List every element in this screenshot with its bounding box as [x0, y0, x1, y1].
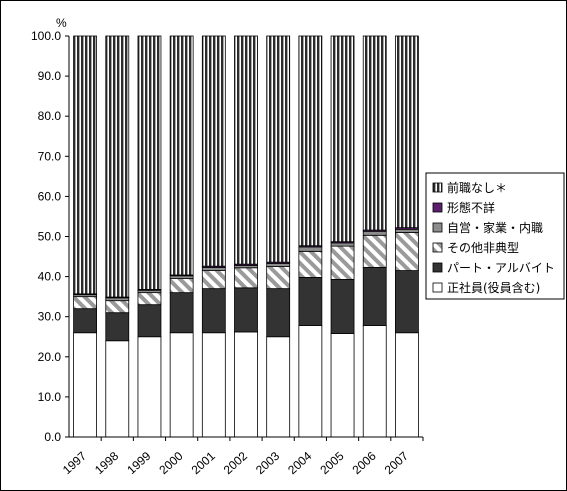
- bar-segment-2004-2: [298, 250, 323, 278]
- legend-label: 正社員(役員含む): [447, 280, 540, 295]
- bar-segment-1997-0: [73, 332, 97, 438]
- bar-segment-2006-3: [362, 230, 387, 236]
- bar-segment-2000-3: [169, 275, 194, 280]
- bar-segment-1999-0: [137, 336, 162, 438]
- bar-segment-2006-0: [362, 325, 387, 438]
- x-tick-label: 2006: [350, 449, 379, 477]
- bar-segment-2005-1: [330, 279, 355, 334]
- bar-segment-2006-2: [362, 234, 387, 268]
- y-axis: % 0.0 10.0 20.0 30.0 40.0 50.0 60.0 70.0 80.0 90.0…: [31, 16, 70, 444]
- bar-segment-2004-5: [298, 35, 323, 247]
- y-tick-label: 40.0: [38, 270, 62, 284]
- bar-segment-2003-0: [266, 336, 291, 438]
- bar-segment-2001-3: [201, 266, 226, 271]
- x-tick-label: 2001: [189, 449, 218, 477]
- bar-segment-2000-1: [169, 292, 194, 334]
- y-tick-label: 30.0: [38, 310, 62, 324]
- bar-segment-2007-3: [395, 228, 419, 233]
- bar-segment-2002-5: [234, 35, 258, 265]
- y-axis-unit: %: [56, 16, 67, 30]
- bar-segment-2001-0: [201, 332, 226, 438]
- y-tick-label: 100.0: [31, 29, 61, 43]
- y-tick-label: 70.0: [38, 149, 62, 163]
- bar-segment-2003-2: [266, 266, 291, 290]
- bar-segment-1998-2: [105, 300, 130, 314]
- bar-segment-2005-0: [330, 333, 355, 438]
- x-tick-label: 2005: [317, 449, 346, 477]
- y-tick-label: 80.0: [38, 109, 62, 123]
- bar-segment-2001-2: [201, 270, 226, 290]
- bar-segment-2004-1: [298, 277, 323, 326]
- bar-segment-2002-0: [234, 331, 258, 438]
- legend-label: 前職なし＊: [447, 180, 507, 195]
- bar-segment-2002-1: [234, 287, 258, 333]
- bar-segment-2006-5: [362, 35, 387, 231]
- x-tick-label: 2007: [382, 449, 411, 477]
- bar-segment-1998-3: [105, 297, 130, 302]
- x-tick-label: 2002: [221, 449, 250, 477]
- bar-segment-2000-5: [169, 35, 194, 276]
- bar-segment-2000-0: [169, 332, 194, 438]
- bar-segment-1997-2: [73, 296, 97, 310]
- x-axis: 1997 1998 1999 2000 2001 2002 2003 2004 2005 2006…: [60, 436, 424, 477]
- bar-segment-2004-3: [298, 246, 323, 252]
- bar-segment-2002-2: [234, 267, 258, 289]
- bar-segment-2005-3: [330, 242, 355, 247]
- legend-label: その他非典型: [447, 241, 519, 255]
- bar-segment-2005-2: [330, 245, 355, 280]
- legend-swatch: [432, 282, 443, 293]
- y-tick-label: 90.0: [38, 69, 62, 83]
- legend-box: [425, 172, 565, 300]
- bar-segment-2003-3: [266, 262, 291, 267]
- bar-segment-1998-1: [105, 312, 130, 342]
- x-tick-label: 2000: [156, 449, 185, 477]
- bars: [73, 35, 419, 438]
- bar-segment-1999-2: [137, 292, 162, 306]
- y-tick-label: 10.0: [38, 390, 62, 404]
- bar-segment-1997-5: [73, 35, 97, 295]
- y-tick-label: 50.0: [38, 230, 62, 244]
- bar-segment-1998-5: [105, 35, 130, 298]
- legend-swatch: [432, 202, 443, 213]
- bar-segment-1997-1: [73, 308, 97, 334]
- bar-segment-1999-5: [137, 35, 162, 290]
- bar-segment-2004-0: [298, 325, 323, 438]
- x-tick-label: 2003: [253, 449, 282, 477]
- x-tick-label: 1998: [92, 449, 121, 477]
- bar-segment-2001-1: [201, 288, 226, 334]
- bar-segment-2007-5: [395, 35, 419, 229]
- legend-label: パート・アルバイト: [447, 261, 555, 275]
- bar-segment-2006-1: [362, 266, 387, 326]
- legend-label: 形態不詳: [447, 200, 495, 215]
- bar-segment-2000-2: [169, 278, 194, 294]
- legend-label: 自営・家業・内職: [447, 220, 543, 235]
- legend-swatch: [432, 222, 443, 233]
- legend-swatch: [432, 242, 443, 253]
- bar-segment-1998-0: [105, 340, 130, 438]
- legend: 前職なし＊ 形態不詳自営・家業・内職その他非典型パート・アルバイト正社員(役員含む…: [425, 172, 565, 300]
- bar-segment-2001-5: [201, 35, 226, 267]
- bar-segment-1999-1: [137, 304, 162, 338]
- bar-segment-2005-5: [330, 35, 355, 243]
- y-tick-label: 60.0: [38, 189, 62, 203]
- legend-swatch: [432, 262, 443, 273]
- y-tick-label: 20.0: [38, 350, 62, 364]
- x-tick-label: 1997: [60, 449, 89, 477]
- y-tick-label: 0.0: [44, 430, 61, 444]
- x-tick-label: 2004: [285, 449, 314, 477]
- bar-segment-2007-0: [395, 332, 419, 438]
- bar-segment-2003-1: [266, 288, 291, 338]
- x-tick-label: 1999: [124, 449, 153, 477]
- bar-segment-2007-2: [395, 232, 419, 271]
- legend-swatch: [432, 182, 443, 193]
- bar-segment-2007-1: [395, 270, 419, 334]
- bar-segment-2003-5: [266, 35, 291, 263]
